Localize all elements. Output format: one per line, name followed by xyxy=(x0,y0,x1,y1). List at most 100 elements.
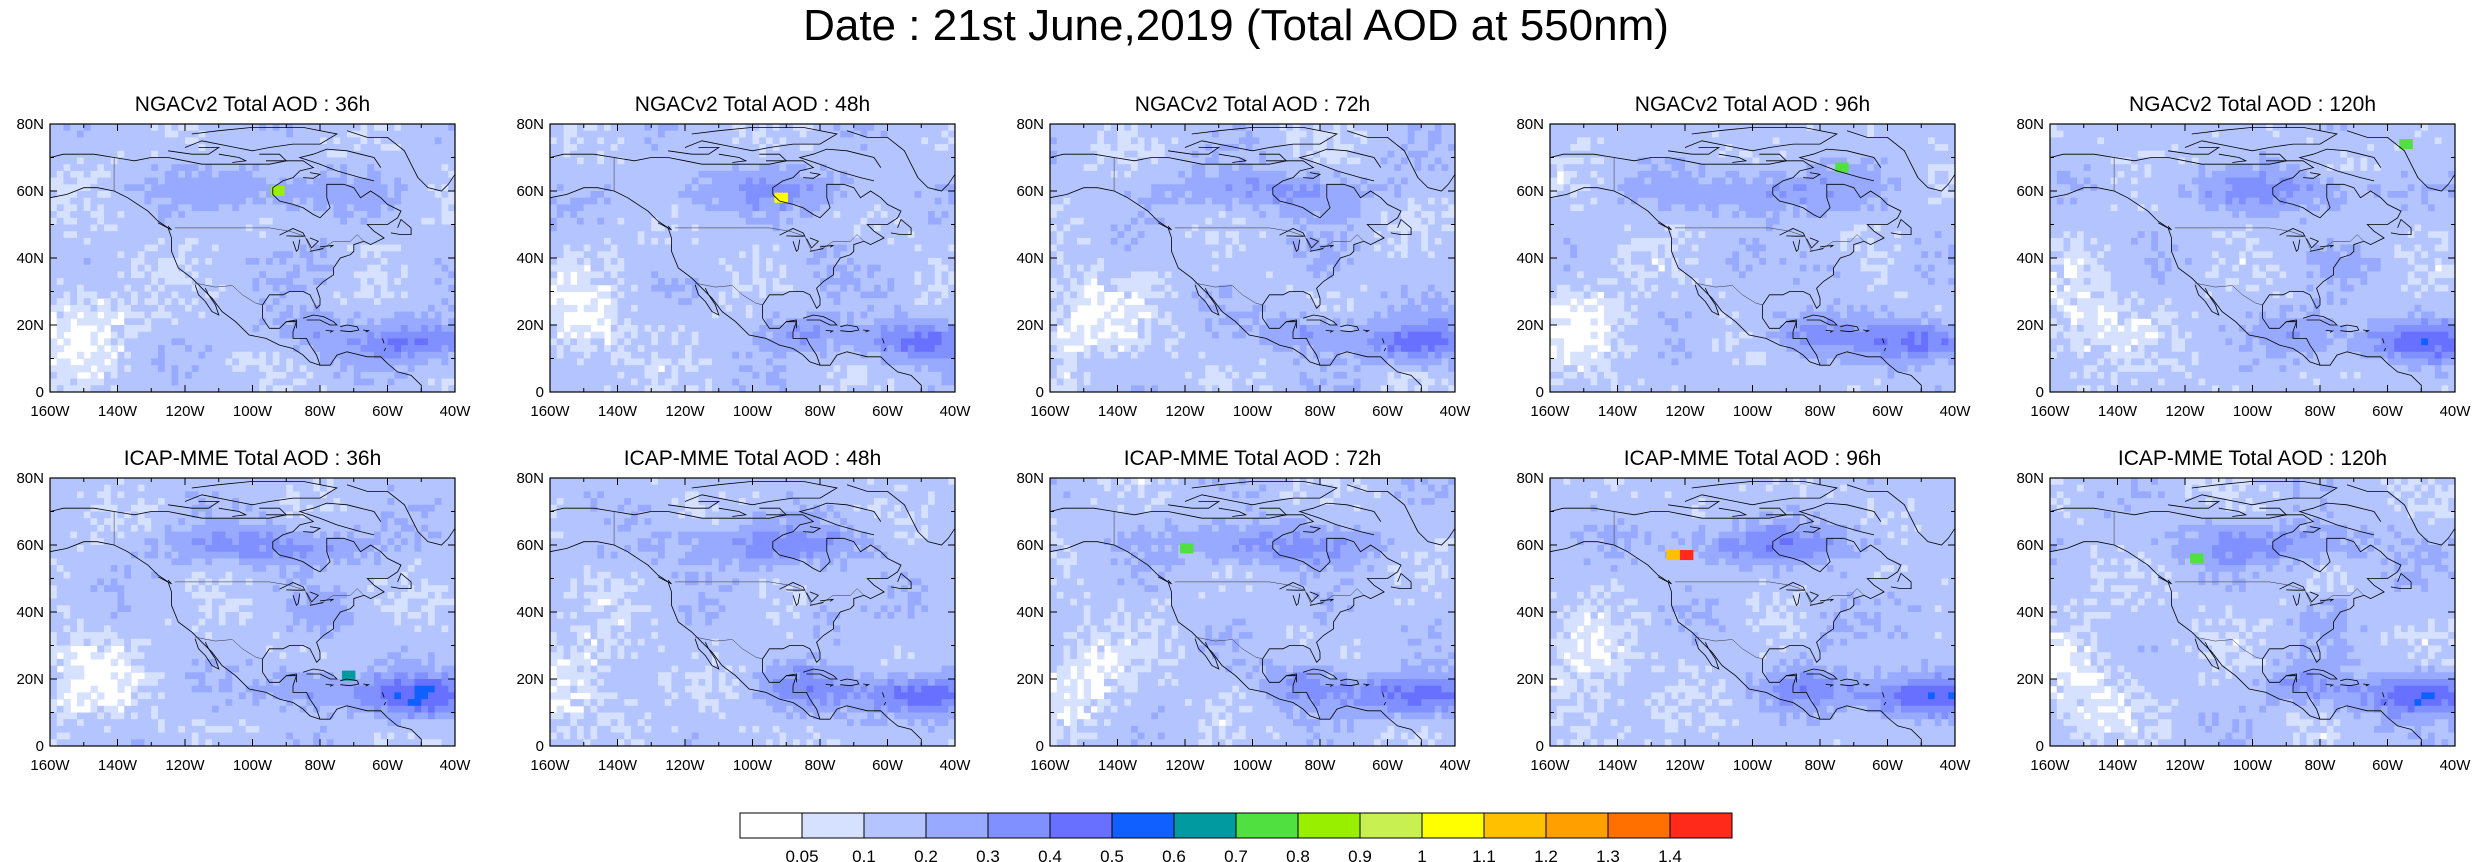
lat-tick-label: 40N xyxy=(2016,604,2044,621)
lon-tick-label: 100W xyxy=(1733,403,1773,420)
map-panel: ICAP-MME Total AOD : 120h 160W 140W 120W 100… xyxy=(2016,446,2472,786)
lon-tick-label: 80W xyxy=(2305,403,2337,420)
lon-tick-label: 40W xyxy=(940,757,972,774)
coastlines xyxy=(1050,127,1455,392)
lat-tick-label: 20N xyxy=(16,671,44,688)
aod-hotspot xyxy=(1179,543,1194,554)
aod-map: 160W 140W 120W 100W 80W 60W 40W 80N 60N 40N 20N 0 xyxy=(2016,470,2472,774)
colorbar-level-label: 0.3 xyxy=(976,847,1000,862)
lat-tick-label: 20N xyxy=(1516,671,1544,688)
panel-title: ICAP-MME Total AOD : 36h xyxy=(50,446,455,472)
lon-tick-label: 160W xyxy=(1030,757,1070,774)
lon-tick-label: 60W xyxy=(372,757,404,774)
lon-tick-label: 120W xyxy=(2165,757,2205,774)
lon-tick-label: 60W xyxy=(1372,757,1404,774)
lon-tick-label: 60W xyxy=(1372,403,1404,420)
colorbar-box xyxy=(925,812,989,839)
lat-tick-label: 20N xyxy=(16,317,44,334)
aod-hotspot xyxy=(2399,139,2413,150)
lon-tick-label: 80W xyxy=(1805,757,1837,774)
colorbar-box xyxy=(1421,812,1485,839)
lon-tick-label: 160W xyxy=(30,757,70,774)
aod-field xyxy=(50,124,455,392)
coastlines xyxy=(1550,127,1955,392)
lon-tick-label: 40W xyxy=(1440,403,1472,420)
aod-map: 160W 140W 120W 100W 80W 60W 40W 80N 60N 40N 20N 0 xyxy=(1516,116,1972,420)
lon-tick-label: 140W xyxy=(2098,757,2138,774)
lon-tick-label: 120W xyxy=(1665,757,1705,774)
colorbar-level-label: 0.7 xyxy=(1224,847,1248,862)
lat-tick-label: 20N xyxy=(1016,317,1044,334)
aod-field xyxy=(550,124,955,392)
aod-map: 160W 140W 120W 100W 80W 60W 40W 80N 60N 40N 20N 0 xyxy=(16,470,472,774)
map-panel: NGACv2 Total AOD : 96h 160W 140W 120W 100W 80… xyxy=(1516,92,2020,432)
lon-tick-label: 80W xyxy=(2305,757,2337,774)
lon-tick-label: 100W xyxy=(233,757,273,774)
lat-tick-label: 40N xyxy=(2016,250,2044,267)
lon-tick-label: 60W xyxy=(372,403,404,420)
coastlines xyxy=(2050,481,2455,746)
panel-title: ICAP-MME Total AOD : 120h xyxy=(2050,446,2455,472)
lon-tick-label: 140W xyxy=(98,757,138,774)
lat-tick-label: 0 xyxy=(2036,738,2044,755)
lon-tick-label: 120W xyxy=(165,757,205,774)
lon-tick-label: 160W xyxy=(2030,757,2070,774)
lat-tick-label: 40N xyxy=(1516,604,1544,621)
lat-tick-label: 20N xyxy=(2016,317,2044,334)
coastlines xyxy=(550,481,955,746)
lon-tick-label: 160W xyxy=(1530,757,1570,774)
coastlines xyxy=(1550,481,1955,746)
lat-tick-label: 40N xyxy=(516,604,544,621)
lon-tick-label: 40W xyxy=(440,403,472,420)
aod-hotspot xyxy=(271,185,285,197)
map-panel: ICAP-MME Total AOD : 72h 160W 140W 120W 100W… xyxy=(1016,446,1520,786)
lon-tick-label: 140W xyxy=(2098,403,2138,420)
coastlines xyxy=(2050,127,2455,392)
lon-tick-label: 100W xyxy=(1233,757,1273,774)
lon-tick-label: 160W xyxy=(1530,403,1570,420)
colorbar-level-label: 0.05 xyxy=(785,847,818,862)
lon-tick-label: 140W xyxy=(598,757,638,774)
aod-map: 160W 140W 120W 100W 80W 60W 40W 80N 60N 40N 20N 0 xyxy=(16,116,472,420)
lon-tick-label: 60W xyxy=(2372,757,2404,774)
coastlines xyxy=(50,481,455,746)
lon-tick-label: 160W xyxy=(530,403,570,420)
lon-tick-label: 120W xyxy=(165,403,205,420)
lon-tick-label: 40W xyxy=(2440,403,2472,420)
lon-tick-label: 80W xyxy=(1305,757,1337,774)
colorbar-box xyxy=(1359,812,1423,839)
map-panel: ICAP-MME Total AOD : 96h 160W 140W 120W 100W… xyxy=(1516,446,2020,786)
coastlines xyxy=(50,127,455,392)
aod-field xyxy=(2050,478,2455,746)
lon-tick-label: 40W xyxy=(1940,403,1972,420)
lon-tick-label: 40W xyxy=(2440,757,2472,774)
lat-tick-label: 20N xyxy=(1516,317,1544,334)
lon-tick-label: 120W xyxy=(2165,403,2205,420)
lat-tick-label: 40N xyxy=(16,604,44,621)
lon-tick-label: 40W xyxy=(940,403,972,420)
lat-tick-label: 60N xyxy=(16,537,44,554)
lon-tick-label: 140W xyxy=(1598,403,1638,420)
lon-tick-label: 100W xyxy=(233,403,273,420)
map-panel: ICAP-MME Total AOD : 48h 160W 140W 120W 100W… xyxy=(516,446,1020,786)
lat-tick-label: 80N xyxy=(1516,116,1544,133)
lon-tick-label: 40W xyxy=(440,757,472,774)
lon-tick-label: 140W xyxy=(98,403,138,420)
colorbar-box xyxy=(1111,812,1175,839)
colorbar-box xyxy=(863,812,927,839)
aod-hotspot xyxy=(1666,550,1680,561)
lon-tick-label: 160W xyxy=(530,757,570,774)
lat-tick-label: 80N xyxy=(516,116,544,133)
colorbar-level-label: 0.1 xyxy=(852,847,876,862)
lat-tick-label: 40N xyxy=(1016,604,1044,621)
colorbar-level-label: 0.5 xyxy=(1100,847,1124,862)
lon-tick-label: 60W xyxy=(1872,403,1904,420)
colorbar-level-label: 0.4 xyxy=(1038,847,1062,862)
lon-tick-label: 60W xyxy=(1872,757,1904,774)
lat-tick-label: 0 xyxy=(36,738,44,755)
colorbar-box xyxy=(987,812,1051,839)
aod-map: 160W 140W 120W 100W 80W 60W 40W 80N 60N 40N 20N 0 xyxy=(1516,470,1971,774)
lat-tick-label: 40N xyxy=(516,250,544,267)
lat-tick-label: 80N xyxy=(1016,470,1044,487)
lon-tick-label: 120W xyxy=(665,403,705,420)
